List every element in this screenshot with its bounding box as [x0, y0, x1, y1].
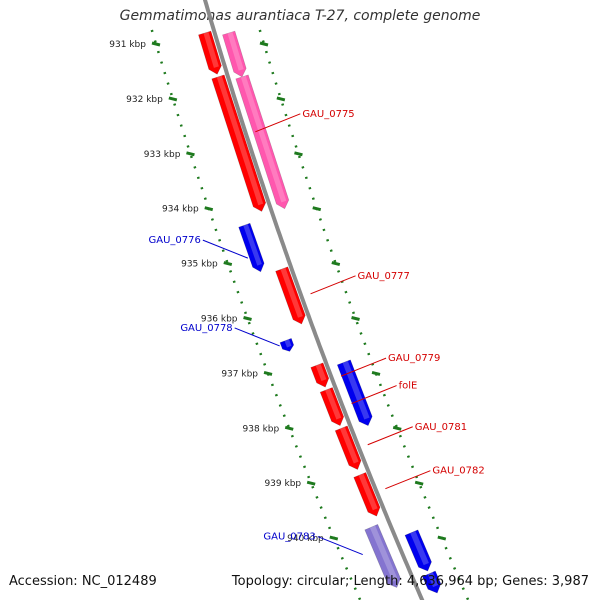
scale-tick-outer [371, 370, 381, 376]
scale-tick-outer [392, 425, 402, 431]
scale-tick-outer [276, 96, 286, 102]
feature-arrow-13[interactable] [364, 524, 401, 588]
label-leader [310, 275, 356, 295]
scale-tick-outer [259, 41, 269, 47]
scale-tick-label: 939 kbp [264, 479, 301, 489]
scale-tick-outer [312, 206, 322, 212]
gene-label[interactable]: GAU_0775 [302, 109, 354, 120]
feature-arrow-0[interactable] [198, 30, 222, 75]
genome-backbone [202, 0, 425, 600]
feature-shade-12 [410, 531, 429, 566]
scale-tick [284, 425, 294, 431]
feature-arrow-12[interactable] [404, 529, 432, 572]
scale-ticks: 931 kbp 932 kbp 933 kbp 934 kbp 935 kbp 936 k… [109, 29, 470, 600]
gene-label[interactable]: GAU_0782 [432, 466, 484, 477]
gene-label[interactable]: GAU_0783 [263, 532, 315, 543]
scale-tick [168, 96, 178, 102]
feature-arrow-4[interactable] [238, 222, 265, 273]
feature-arrow-11[interactable] [353, 472, 381, 517]
scale-tick [306, 480, 316, 486]
feature-shade-8 [325, 388, 342, 420]
scale-tick-outer [351, 316, 360, 321]
feature-arrow-5[interactable] [275, 266, 306, 325]
feature-shade-13 [369, 525, 398, 582]
feature-arrow-7[interactable] [310, 362, 330, 388]
feature-shade-14 [427, 572, 439, 588]
scale-tick-label: 933 kbp [144, 150, 181, 160]
scale-tick-label: 938 kbp [243, 424, 280, 434]
accession-text: Accession: NC_012489 [9, 574, 157, 589]
feature-shade-4 [243, 224, 262, 266]
backbone-line [202, 0, 425, 600]
feature-shade-10 [340, 426, 359, 464]
scale-tick-outer [414, 480, 424, 486]
label-leader [202, 239, 249, 259]
feature-arrow-3[interactable] [235, 74, 290, 210]
feature-shade-0 [203, 31, 219, 68]
feature-arrow-8[interactable] [319, 387, 345, 427]
feature-shade-11 [358, 473, 378, 511]
feature-arrow-6[interactable] [279, 338, 295, 352]
scale-dots [150, 29, 362, 600]
scale-tick [204, 206, 214, 212]
scale-tick-label: 931 kbp [109, 40, 146, 50]
gene-label[interactable]: GAU_0781 [415, 422, 467, 433]
feature-shade-3 [240, 75, 287, 203]
gene-label[interactable]: GAU_0777 [358, 271, 410, 282]
feature-shade-9 [342, 360, 370, 420]
scale-tick-label: 940 kbp [287, 534, 324, 544]
feature-shade-7 [315, 363, 327, 381]
label-leader [367, 426, 413, 446]
feature-arrow-14[interactable] [422, 570, 442, 594]
scale-tick [151, 41, 161, 47]
scale-dots [258, 29, 470, 600]
label-leader [340, 357, 387, 377]
label-leader [255, 113, 301, 133]
scale-tick-outer [331, 261, 341, 267]
scale-tick [223, 261, 233, 267]
scale-tick-label: 932 kbp [126, 95, 163, 105]
scale-tick [263, 370, 273, 376]
scale-tick-label: 936 kbp [201, 315, 238, 325]
scale-tick-outer [437, 535, 447, 541]
feature-arrow-10[interactable] [334, 425, 362, 470]
scale-tick [329, 535, 339, 541]
feature-shade-2 [227, 31, 244, 71]
label-leader [234, 327, 280, 347]
gene-label[interactable]: GAU_0776 [148, 235, 200, 246]
label-leader [351, 385, 397, 405]
feature-shade-1 [216, 75, 264, 206]
feature-track[interactable] [198, 30, 442, 594]
scale-tick-outer [294, 151, 303, 157]
scale-tick [243, 316, 252, 321]
label-leader [317, 536, 363, 556]
scale-tick [186, 151, 195, 157]
scale-tick-label: 937 kbp [221, 369, 258, 379]
feature-labels[interactable]: GAU_0775 GAU_0776 GAU_0777 GAU_0778 GAU_0779… [148, 109, 485, 556]
scale-tick-label: 935 kbp [181, 260, 218, 270]
gene-label[interactable]: folE [399, 381, 418, 392]
feature-shade-6 [284, 339, 292, 348]
feature-arrow-1[interactable] [211, 74, 267, 212]
feature-arrow-2[interactable] [222, 30, 247, 78]
feature-arrow-9[interactable] [336, 359, 373, 426]
label-leader [385, 470, 431, 490]
scale-tick-label: 934 kbp [162, 205, 199, 215]
topology-summary: Topology: circular; Length: 4,636,964 bp… [231, 574, 589, 589]
gene-label[interactable]: GAU_0779 [388, 353, 440, 364]
gene-label[interactable]: GAU_0778 [180, 323, 232, 334]
feature-shade-5 [280, 267, 303, 318]
